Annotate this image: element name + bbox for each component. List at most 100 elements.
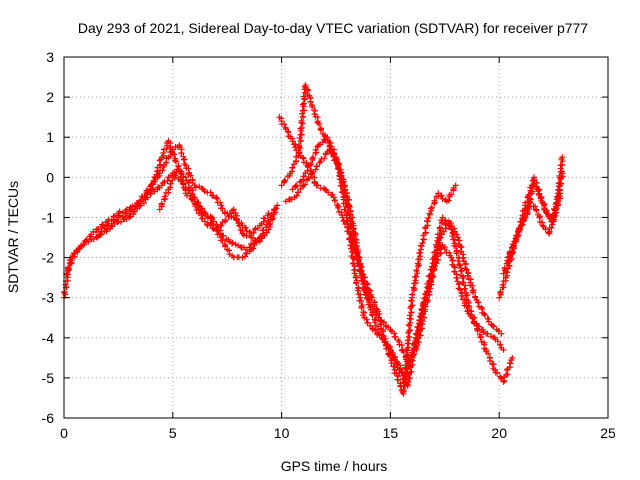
data-point-track-b (261, 215, 268, 222)
data-point-track-d (201, 210, 208, 217)
data-point-track-h (440, 228, 447, 235)
data-point-track-f (300, 113, 307, 120)
data-point-track-h (404, 369, 411, 376)
data-point-track-h (338, 172, 345, 179)
data-point-track-h (416, 317, 423, 324)
data-point-track-h (469, 282, 476, 289)
data-point-track-e (322, 186, 329, 193)
data-point-track-h (478, 304, 485, 311)
data-point-track-h (453, 231, 460, 238)
data-point-track-f (349, 254, 356, 261)
data-point-track-b (207, 189, 214, 196)
data-point-track-g (494, 338, 501, 345)
data-point-track-k (533, 183, 540, 190)
data-point-track-f (405, 378, 412, 385)
data-point-track-e (406, 333, 413, 340)
data-point-track-b (219, 205, 226, 212)
data-point-track-g (458, 292, 465, 299)
data-point-track-d (182, 174, 189, 181)
data-point-track-e (402, 362, 409, 369)
data-point-track-k (516, 225, 523, 232)
data-point-track-f (485, 350, 492, 357)
data-point-track-a (250, 245, 257, 252)
data-point-track-a (93, 229, 100, 236)
data-point-track-g (372, 308, 379, 315)
data-point-track-g (305, 175, 312, 182)
data-point-track-a (260, 227, 267, 234)
data-point-track-k (531, 176, 538, 183)
data-point-track-f (477, 334, 484, 341)
data-point-track-d (220, 232, 227, 239)
data-point-track-c (199, 215, 206, 222)
data-point-track-e (395, 376, 402, 383)
data-point-track-f (297, 137, 304, 144)
data-point-track-e (334, 202, 341, 209)
y-tick-label: -1 (42, 209, 55, 225)
data-point-track-a (239, 254, 246, 261)
data-point-track-f (296, 149, 303, 156)
data-point-track-g (312, 166, 319, 173)
data-point-track-h (387, 348, 394, 355)
data-point-track-h (459, 254, 466, 261)
data-point-track-e (408, 309, 415, 316)
data-point-track-g (380, 319, 387, 326)
data-point-track-g (470, 319, 477, 326)
plot-frame (63, 56, 609, 419)
data-point-track-f (298, 131, 305, 138)
data-point-track-c (126, 214, 133, 221)
data-point-track-h (415, 323, 422, 330)
data-point-track-b (210, 192, 217, 199)
data-point-track-c (144, 194, 151, 201)
data-point-track-e (424, 217, 431, 224)
data-point-track-c (178, 178, 185, 185)
data-point-track-h (321, 136, 328, 143)
data-point-track-h (353, 243, 360, 250)
data-point-track-j (542, 226, 549, 233)
data-point-track-f (358, 298, 365, 305)
data-point-track-e (335, 204, 342, 211)
data-point-track-f (509, 354, 516, 361)
data-point-track-c (240, 231, 247, 238)
data-point-track-k (520, 216, 527, 223)
data-point-track-f (301, 96, 308, 103)
data-point-track-f (455, 257, 462, 264)
data-point-track-j (501, 264, 508, 271)
data-point-track-h (490, 323, 497, 330)
data-point-track-g (302, 181, 309, 188)
data-point-track-b (178, 150, 185, 157)
data-point-track-b (213, 194, 220, 201)
data-point-track-g (293, 192, 300, 199)
data-point-track-e (452, 182, 459, 189)
data-point-track-h (310, 154, 317, 161)
data-point-track-g (446, 249, 453, 256)
data-point-track-e (331, 197, 338, 204)
data-point-track-b (116, 212, 123, 219)
data-point-track-e (409, 291, 416, 298)
data-point-track-c (232, 210, 239, 217)
data-point-track-h (397, 365, 404, 372)
data-point-track-h (341, 183, 348, 190)
data-point-track-h (343, 190, 350, 197)
data-point-track-c (218, 222, 225, 229)
data-point-track-c (140, 200, 147, 207)
data-point-track-e (281, 121, 288, 128)
data-point-track-h (428, 271, 435, 278)
data-point-track-a (242, 253, 249, 260)
data-point-track-e (407, 327, 414, 334)
data-point-track-c (131, 208, 138, 215)
data-point-track-e (409, 302, 416, 309)
data-point-track-k (537, 195, 544, 202)
data-point-track-f (358, 304, 365, 311)
data-point-track-g (309, 170, 316, 177)
data-point-track-e (428, 204, 435, 211)
data-point-track-g (288, 196, 295, 203)
data-point-track-f (282, 177, 289, 184)
data-point-track-e (408, 297, 415, 304)
data-point-track-h (349, 214, 356, 221)
data-point-track-c (117, 218, 124, 225)
data-point-track-a (160, 150, 167, 157)
data-point-track-k (513, 232, 520, 239)
data-point-track-a (156, 157, 163, 164)
data-point-track-e (427, 205, 434, 212)
